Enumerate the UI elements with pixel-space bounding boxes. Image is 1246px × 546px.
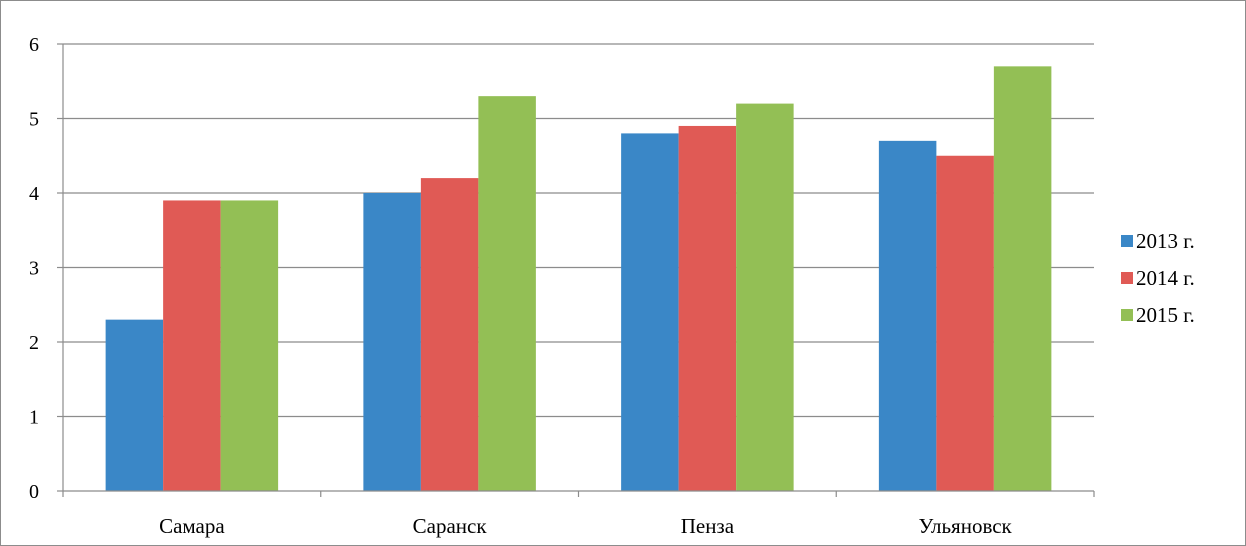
- legend-label: 2013 г.: [1136, 229, 1195, 253]
- y-tick-label: 2: [29, 332, 39, 354]
- y-tick-label: 4: [29, 183, 39, 205]
- legend-swatch: [1121, 235, 1133, 247]
- x-category-label: Самара: [159, 514, 225, 538]
- bar-2-2: [420, 178, 479, 491]
- x-category-label: Ульяновск: [918, 514, 1012, 538]
- bar-1-2: [163, 200, 221, 491]
- bar-3-1: [621, 133, 679, 491]
- bar-4-1: [878, 140, 937, 491]
- legend: 2013 г. 2014 г. 2015 г.: [1121, 229, 1195, 327]
- y-tick-label: 6: [29, 34, 39, 56]
- bar-1-3: [220, 200, 279, 491]
- x-category-label: Саранск: [413, 514, 488, 538]
- legend-label: 2015 г.: [1136, 303, 1195, 327]
- legend-swatch: [1121, 309, 1133, 321]
- bar-3-3: [736, 103, 794, 491]
- bar-3-2: [678, 125, 737, 491]
- axes: [57, 43, 1095, 497]
- bar-2-3: [478, 96, 536, 492]
- bar-4-3: [993, 66, 1052, 491]
- y-tick-label: 3: [29, 258, 39, 280]
- y-tick-label: 1: [29, 407, 39, 429]
- x-category-labels: Самара Саранск Пенза Ульяновск: [159, 514, 1012, 538]
- legend-swatch: [1121, 272, 1133, 284]
- bar-2-1: [363, 193, 421, 491]
- legend-label: 2014 г.: [1136, 266, 1195, 290]
- y-tick-labels: 0 1 2 3 4 5 6: [29, 34, 39, 503]
- y-tick-label: 5: [29, 109, 39, 131]
- y-tick-label: 0: [29, 481, 39, 503]
- bar-4-2: [936, 155, 994, 491]
- bars: [105, 66, 1052, 492]
- bar-1-1: [105, 319, 164, 491]
- x-category-label: Пенза: [681, 514, 735, 538]
